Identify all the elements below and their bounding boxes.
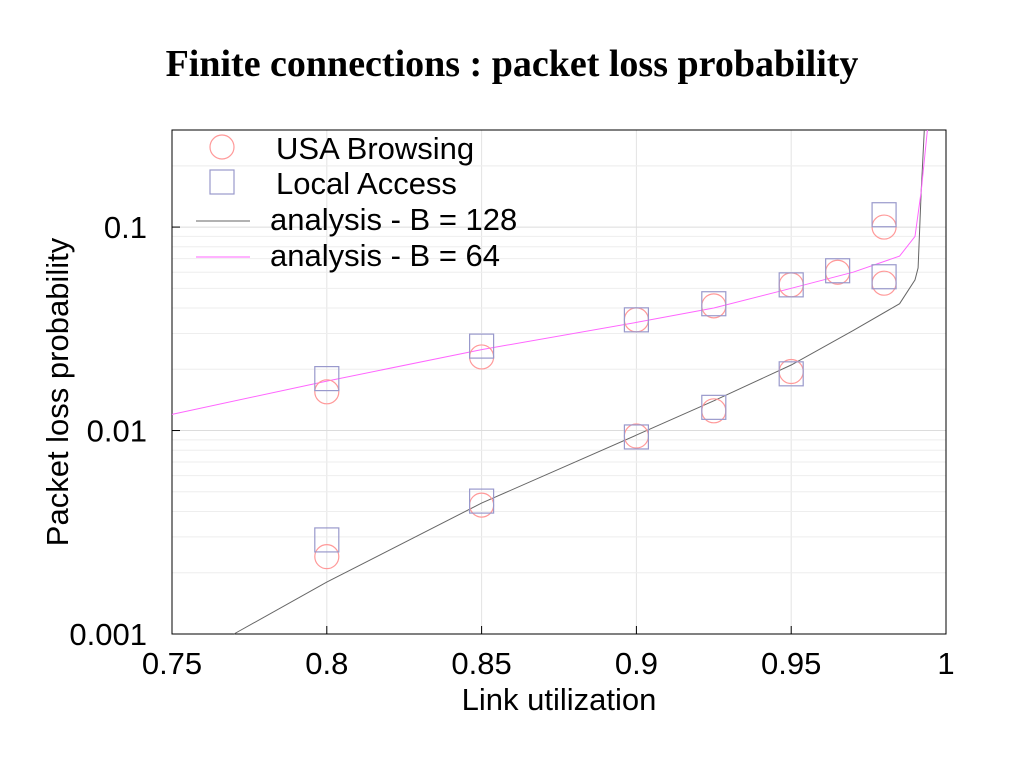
data-point-usa-browsing xyxy=(314,544,340,570)
x-tick-label: 0.9 xyxy=(615,646,658,681)
data-point-local-access xyxy=(314,365,340,392)
series-markers xyxy=(314,202,897,570)
series-lines xyxy=(171,129,928,635)
data-point-local-access xyxy=(623,424,650,450)
data-point-local-access xyxy=(825,258,851,284)
y-tick-label: 0.1 xyxy=(104,210,147,245)
data-point-local-access xyxy=(469,488,495,514)
plot-frame xyxy=(171,129,947,635)
data-point-local-access xyxy=(314,527,340,553)
data-point-local-access xyxy=(469,333,495,359)
series-line-analysis-b-64 xyxy=(171,129,928,415)
legend-marker-usa-browsing xyxy=(209,134,235,160)
y-tick-label: 0.001 xyxy=(69,617,147,652)
data-point-local-access xyxy=(701,291,727,317)
data-point-local-access xyxy=(778,361,804,387)
series-line-analysis-b-128 xyxy=(233,129,925,635)
legend-label: analysis - B = 64 xyxy=(270,238,500,273)
data-point-local-access xyxy=(871,202,897,228)
data-point-local-access xyxy=(623,307,650,333)
chart-title: Finite connections : packet loss probabi… xyxy=(165,43,859,85)
data-point-usa-browsing xyxy=(314,379,340,405)
legend-marker-local-access xyxy=(209,169,235,195)
data-point-local-access xyxy=(701,394,727,420)
legend-label: Local Access xyxy=(276,166,457,201)
x-tick-label: 0.8 xyxy=(305,646,348,681)
grid-lines xyxy=(171,129,947,635)
x-axis-label: Link utilization xyxy=(462,682,657,717)
data-point-local-access xyxy=(871,264,897,290)
axis-ticks: 0.75 0.8 0.85 0.9 0.95 1 0.001 0.01 0.1 xyxy=(69,210,954,681)
y-axis-label: Packet loss probability xyxy=(40,237,75,546)
x-tick-label: 0.85 xyxy=(451,646,511,681)
x-tick-label: 1 xyxy=(937,646,954,681)
legend-label: USA Browsing xyxy=(276,131,474,166)
data-point-local-access xyxy=(778,272,804,298)
x-tick-label: 0.95 xyxy=(761,646,821,681)
x-tick-label: 0.75 xyxy=(142,646,202,681)
data-point-usa-browsing xyxy=(871,270,897,296)
legend-label: analysis - B = 128 xyxy=(270,202,517,237)
y-tick-label: 0.01 xyxy=(87,414,147,449)
